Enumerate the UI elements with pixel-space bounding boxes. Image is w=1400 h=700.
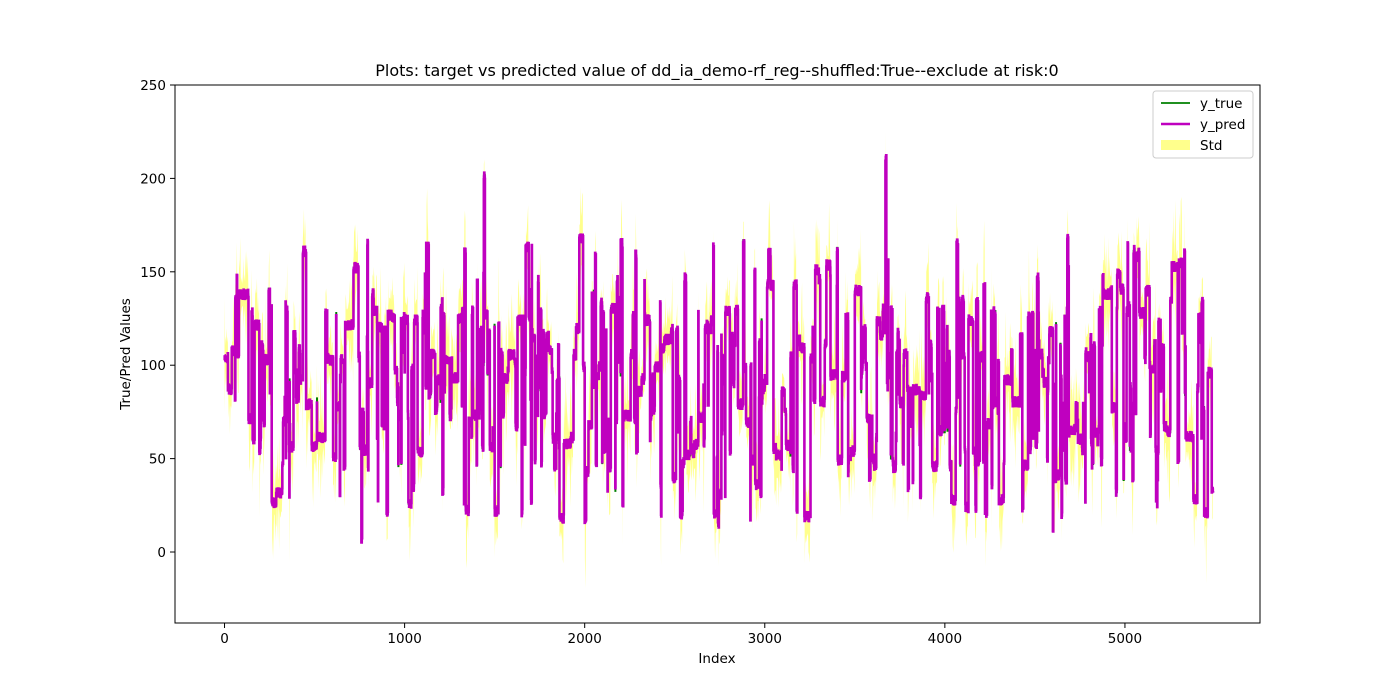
x-tick-label: 0 bbox=[220, 631, 229, 647]
x-tick-label: 4000 bbox=[928, 631, 962, 647]
y-tick-label: 150 bbox=[140, 265, 166, 281]
y-axis-title: True/Pred Values bbox=[118, 298, 134, 411]
y-tick-label: 0 bbox=[157, 545, 166, 561]
legend-label: y_pred bbox=[1200, 117, 1245, 133]
chart-title: Plots: target vs predicted value of dd_i… bbox=[375, 61, 1058, 81]
legend-label: Std bbox=[1200, 138, 1222, 154]
axes: 0 1000 2000 3000 4000 5000 0 50 100 150 200 250 bbox=[140, 78, 1261, 647]
x-tick-label: 5000 bbox=[1108, 631, 1142, 647]
legend: y_true y_pred Std bbox=[1152, 90, 1254, 159]
y-tick-label: 200 bbox=[140, 171, 166, 187]
plot-area bbox=[223, 132, 1215, 589]
x-axis-title: Index bbox=[698, 651, 735, 667]
legend-swatch-std bbox=[1161, 140, 1190, 150]
plot-frame bbox=[174, 84, 1261, 624]
y-pred-line bbox=[223, 154, 1215, 544]
y-tick-label: 50 bbox=[149, 452, 166, 468]
y-tick-label: 250 bbox=[140, 78, 166, 94]
x-tick-label: 2000 bbox=[568, 631, 602, 647]
y-tick-label: 100 bbox=[140, 358, 166, 374]
x-tick-label: 1000 bbox=[387, 631, 421, 647]
legend-box bbox=[1152, 90, 1254, 159]
legend-label: y_true bbox=[1200, 96, 1242, 112]
x-tick-label: 3000 bbox=[748, 631, 782, 647]
